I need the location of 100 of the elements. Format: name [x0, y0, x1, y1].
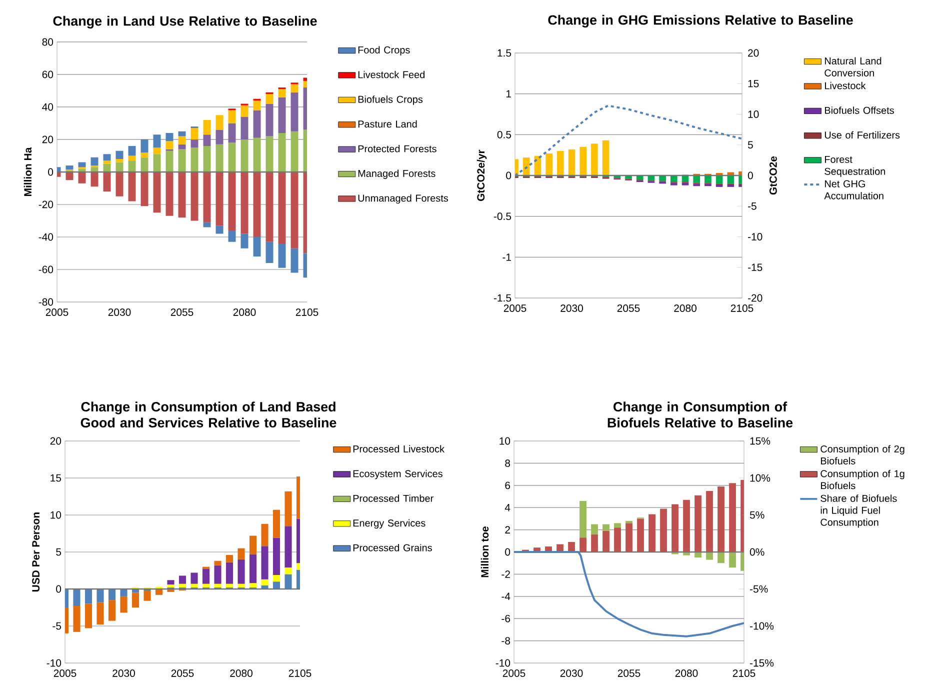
- legend-label: Ecosystem Services: [353, 470, 442, 480]
- x-tick-label: 2055: [170, 308, 194, 316]
- legend-label: Net GHG Accumulation: [824, 180, 884, 200]
- y-tick-label: 5: [56, 548, 62, 556]
- x-tick-label: 2030: [112, 670, 135, 677]
- y-tick-label: -1: [502, 254, 511, 261]
- legend-label: Consumption of 1g Biofuels: [820, 470, 904, 490]
- legend-label: Livestock Feed: [358, 70, 425, 78]
- y-tick-label: 1.5: [498, 49, 512, 57]
- x-tick-label: 2105: [730, 304, 754, 312]
- y-tick-label: 20: [50, 437, 62, 445]
- chart-title: Change in GHG Emissions Relative to Baseline: [548, 14, 853, 28]
- legend-label: Processed Timber: [353, 494, 434, 502]
- y-tick-label: -2: [502, 570, 510, 578]
- y2-tick-label: -20: [748, 294, 762, 302]
- x-tick-label: 2105: [296, 308, 318, 316]
- y-axis-title: USD Per Person: [32, 512, 40, 592]
- y2-tick-label: -10: [748, 233, 762, 240]
- x-tick-label: 2080: [230, 670, 252, 677]
- y-tick-label: 8: [505, 460, 510, 467]
- y2-tick-label: -5%: [750, 585, 768, 593]
- y2-tick-label: -5: [748, 202, 756, 210]
- x-tick-label: 2080: [674, 304, 696, 312]
- legend-label: Unmanaged Forests: [358, 194, 448, 204]
- legend-label: Biofuels Crops: [358, 96, 423, 105]
- y2-tick-label: 20: [748, 49, 759, 57]
- x-tick-label: 2030: [108, 308, 131, 316]
- y-axis-title: Million Ha: [24, 147, 32, 196]
- chart-title: Change in Land Use Relative to Baseline: [53, 16, 317, 28]
- x-tick-label: 2030: [560, 670, 583, 677]
- y-tick-label: 4: [504, 504, 510, 512]
- y-tick-label: 0.5: [497, 130, 512, 138]
- y2-tick-label: 10%: [750, 474, 770, 482]
- y-tick-label: -40: [38, 233, 54, 241]
- y-tick-label: 6: [505, 482, 510, 490]
- x-tick-label: 2080: [233, 308, 256, 316]
- x-tick-label: 2005: [502, 670, 526, 677]
- legend-label: Natural Land Conversion: [824, 57, 882, 76]
- y2-tick-label: 5%: [750, 511, 764, 519]
- y-tick-label: 20: [42, 136, 54, 144]
- y-tick-label: 0: [56, 585, 62, 593]
- legend-label: Food Crops: [358, 46, 410, 56]
- y-tick-label: -8: [502, 637, 510, 645]
- y-tick-label: 2: [505, 526, 510, 534]
- y2-tick-label: 0: [748, 172, 753, 180]
- y-tick-label: -5: [52, 622, 62, 630]
- y-tick-label: 80: [42, 38, 54, 46]
- legend-label: Share of Biofuels in Liquid Fuel Consumption: [820, 494, 897, 528]
- y2-tick-label: -15: [748, 264, 762, 272]
- x-tick-label: 2105: [732, 670, 756, 677]
- chart-title: Change in Consumption of Land Based Good and Services Relative to Baseline: [80, 402, 336, 428]
- y2-tick-label: 5: [748, 141, 753, 149]
- y-tick-label: -1.5: [494, 294, 512, 302]
- legend-label: Forest Sequestration: [824, 156, 886, 177]
- x-tick-label: 2105: [288, 670, 312, 677]
- x-tick-label: 2080: [675, 670, 698, 677]
- legend-label: Livestock: [825, 82, 866, 90]
- y2-tick-label: 10: [748, 110, 759, 118]
- y-tick-label: 10: [50, 511, 62, 519]
- legend-label: Pasture Land: [358, 120, 417, 128]
- legend-label: Processed Grains: [353, 544, 432, 552]
- y-axis-title: GtCO2e/yr: [476, 150, 487, 201]
- y2-tick-label: 15: [748, 80, 759, 88]
- legend-label: Processed Livestock: [353, 445, 445, 452]
- y-tick-label: 1: [506, 90, 511, 98]
- x-tick-label: 2055: [171, 670, 194, 677]
- x-tick-label: 2005: [504, 304, 526, 312]
- y-tick-label: 15: [50, 474, 62, 482]
- legend-label: Biofuels Offsets: [825, 106, 894, 114]
- x-tick-label: 2055: [618, 670, 640, 677]
- x-tick-label: 2030: [560, 304, 583, 312]
- y-tick-label: 0: [48, 168, 54, 176]
- y-tick-label: 40: [42, 103, 54, 111]
- y2-tick-label: 0%: [750, 548, 764, 556]
- legend-label: Managed Forests: [358, 170, 436, 179]
- y-tick-label: 60: [42, 70, 54, 78]
- y-tick-label: -20: [38, 200, 54, 208]
- y2-tick-label: 15%: [750, 437, 770, 445]
- legend-label: Energy Services: [353, 519, 426, 529]
- y-tick-label: -10: [496, 659, 510, 667]
- y2-tick-label: -10%: [750, 622, 774, 630]
- legend-label: Use of Fertilizers: [824, 131, 900, 139]
- y-tick-label: 0: [505, 548, 510, 556]
- chart-title: Change in Consumption of Biofuels Relative to Baseline: [608, 402, 793, 428]
- y-tick-label: -0.5: [494, 212, 512, 220]
- legend-label: Consumption of 2g Biofuels: [820, 445, 904, 464]
- legend-label: Protected Forests: [358, 144, 436, 152]
- x-tick-label: 2005: [54, 670, 76, 677]
- y-tick-label: 10: [500, 437, 510, 445]
- x-tick-label: 2055: [617, 304, 640, 312]
- y-tick-label: -6: [502, 614, 510, 622]
- y-tick-label: -60: [38, 266, 54, 274]
- y2-axis-title: GtCO2e: [769, 156, 777, 195]
- y2-tick-label: -15%: [750, 659, 774, 667]
- y-tick-label: 0: [506, 172, 512, 180]
- y-axis-title: Million toe: [480, 526, 489, 578]
- y-tick-label: -10: [46, 659, 62, 667]
- y-tick-label: -80: [38, 298, 54, 306]
- x-tick-label: 2005: [46, 308, 68, 316]
- y-tick-label: -4: [502, 592, 510, 600]
